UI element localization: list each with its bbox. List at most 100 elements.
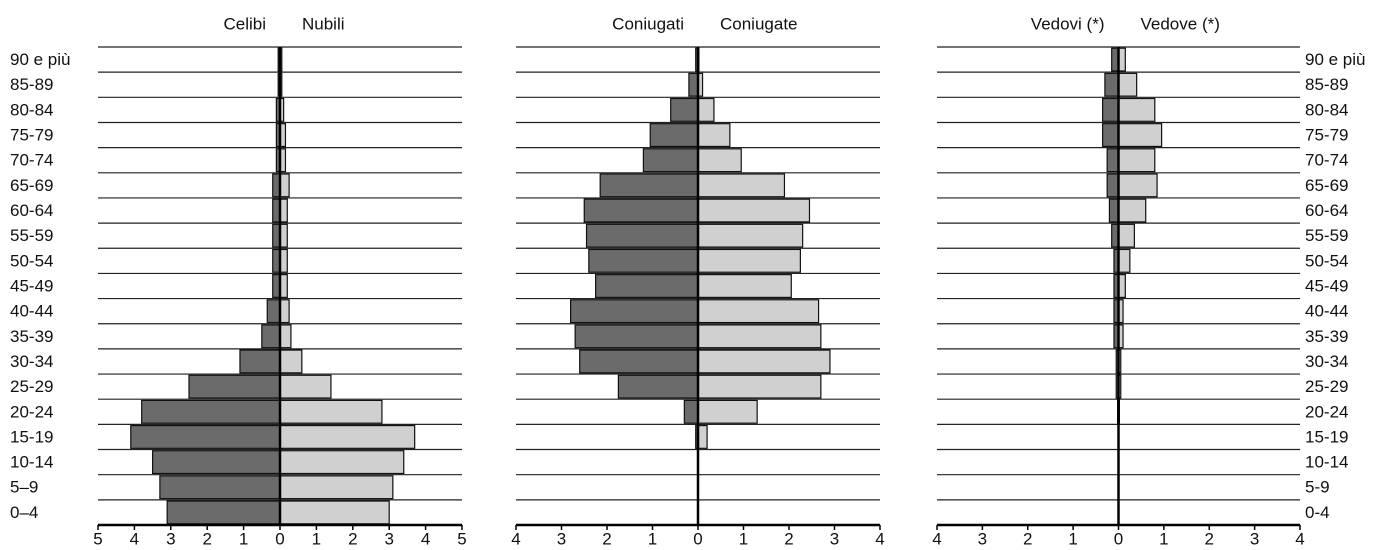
category-label: 60-64	[10, 201, 53, 220]
category-label: 20-24	[10, 402, 53, 421]
legend-label: Coniugate	[720, 14, 798, 33]
x-tick-label: 4	[130, 529, 139, 548]
category-label: 10-14	[1305, 453, 1348, 472]
bar	[595, 274, 699, 298]
bar	[166, 500, 281, 525]
bar	[574, 324, 699, 349]
x-tick-label: 1	[1159, 529, 1168, 548]
x-tick-label: 2	[1023, 529, 1032, 548]
bar	[697, 223, 804, 248]
bar	[152, 450, 281, 475]
bar	[1117, 198, 1147, 223]
x-tick-label: 5	[93, 529, 102, 548]
x-tick-label: 3	[166, 529, 175, 548]
bar	[697, 399, 758, 424]
category-label: 0–4	[10, 503, 38, 522]
bar	[649, 123, 699, 148]
x-tick-label: 1	[648, 529, 657, 548]
category-label: 40-44	[1305, 302, 1348, 321]
bar	[697, 173, 786, 198]
bar	[683, 399, 699, 424]
bar	[141, 399, 281, 424]
bar	[569, 299, 699, 324]
x-tick-label: 4	[932, 529, 941, 548]
bar	[279, 500, 390, 525]
bar	[279, 475, 394, 500]
legend-label: Vedovi (*)	[1031, 14, 1105, 33]
x-tick-label: 3	[978, 529, 987, 548]
bar	[599, 173, 699, 198]
bar	[279, 424, 416, 449]
bar	[279, 399, 383, 424]
bar	[697, 349, 831, 374]
legend-label: Nubili	[302, 14, 345, 33]
legend-label: Celibi	[223, 14, 266, 33]
bar	[1117, 123, 1163, 148]
x-tick-label: 2	[202, 529, 211, 548]
category-label: 25-29	[1305, 377, 1348, 396]
category-label: 75-79	[10, 126, 53, 145]
category-label: 30-34	[1305, 352, 1348, 371]
x-tick-label: 1	[1068, 529, 1077, 548]
category-label: 90 e più	[10, 50, 71, 69]
bar	[697, 97, 715, 122]
category-label: 50-54	[10, 251, 53, 270]
category-label: 5-9	[1305, 478, 1330, 497]
bar	[697, 374, 822, 399]
x-tick-label: 3	[384, 529, 393, 548]
category-label: 15-19	[10, 427, 53, 446]
x-tick-label: 4	[1295, 529, 1304, 548]
category-label: 65-69	[1305, 176, 1348, 195]
category-label: 70-74	[1305, 151, 1348, 170]
bar	[697, 148, 742, 173]
bar	[1117, 97, 1156, 122]
category-label: 10-14	[10, 453, 53, 472]
bar	[266, 299, 281, 324]
x-tick-label: 3	[1250, 529, 1259, 548]
bar	[279, 374, 332, 399]
category-label: 75-79	[1305, 126, 1348, 145]
bar	[279, 299, 290, 324]
x-tick-label: 1	[739, 529, 748, 548]
bar	[279, 450, 405, 475]
x-tick-label: 1	[312, 529, 321, 548]
category-label: 80-84	[1305, 100, 1348, 119]
bar	[188, 374, 281, 399]
x-tick-label: 3	[830, 529, 839, 548]
bar	[697, 324, 822, 349]
x-tick-label: 2	[784, 529, 793, 548]
bar	[1104, 72, 1120, 97]
bar	[279, 349, 303, 374]
x-tick-label: 0	[275, 529, 284, 548]
bar	[697, 198, 811, 223]
x-tick-label: 3	[557, 529, 566, 548]
category-label: 85-89	[10, 75, 53, 94]
bar	[159, 475, 281, 500]
bar	[1117, 173, 1158, 198]
category-label: 55-59	[10, 226, 53, 245]
x-tick-label: 4	[511, 529, 520, 548]
bar	[1117, 72, 1138, 97]
legend-label: Vedove (*)	[1141, 14, 1220, 33]
category-label: 85-89	[1305, 75, 1348, 94]
category-label: 45-49	[10, 276, 53, 295]
x-tick-label: 2	[1205, 529, 1214, 548]
x-tick-label: 0	[693, 529, 702, 548]
category-label: 40-44	[10, 302, 53, 321]
bar	[697, 248, 801, 273]
bar	[697, 424, 708, 449]
category-label: 45-49	[1305, 276, 1348, 295]
category-label: 15-19	[1305, 427, 1348, 446]
bar	[1106, 148, 1120, 173]
legend-label: Coniugati	[612, 14, 684, 33]
category-label: 65-69	[10, 176, 53, 195]
category-label: 5–9	[10, 478, 38, 497]
bar	[579, 349, 699, 374]
bar	[697, 123, 731, 148]
bar	[1108, 198, 1120, 223]
category-label: 80-84	[10, 100, 53, 119]
x-tick-label: 2	[348, 529, 357, 548]
bar	[279, 173, 290, 198]
bar	[1102, 123, 1120, 148]
bar	[617, 374, 699, 399]
